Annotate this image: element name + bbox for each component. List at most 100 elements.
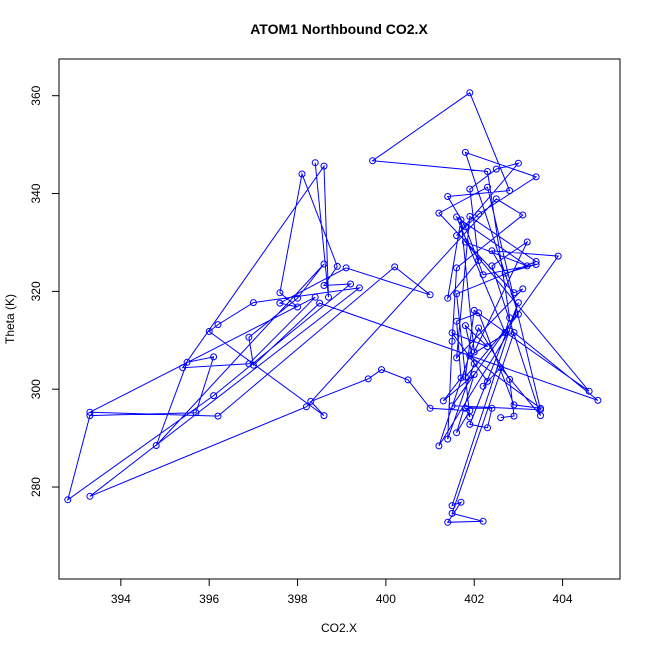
data-point: [439, 397, 447, 405]
y-tick-label: 360: [29, 85, 43, 105]
data-point: [488, 262, 496, 270]
chart-title: ATOM1 Northbound CO2.X: [250, 21, 428, 37]
data-point: [514, 310, 522, 318]
data-point: [369, 157, 377, 165]
data-point: [506, 314, 514, 322]
data-point: [249, 361, 257, 369]
data-point: [214, 321, 222, 329]
data-point: [298, 170, 306, 178]
data-point: [475, 210, 483, 218]
data-point: [205, 328, 213, 335]
data-point: [492, 195, 500, 203]
data-point: [506, 187, 514, 195]
data-point: [183, 358, 191, 366]
data-point: [355, 284, 363, 292]
data-point: [461, 322, 469, 330]
data-point: [444, 193, 452, 200]
data-point: [484, 343, 491, 351]
x-tick-label: 404: [553, 592, 573, 606]
data-point: [457, 374, 465, 382]
data-point: [470, 306, 478, 314]
data-point: [585, 387, 593, 395]
data-point: [484, 183, 491, 191]
data-point: [523, 262, 531, 270]
data-point: [514, 299, 522, 307]
data-point: [453, 213, 461, 221]
data-point: [453, 264, 461, 272]
data-point: [470, 360, 478, 368]
data-point: [325, 293, 332, 301]
data-point: [378, 366, 385, 374]
data-point: [457, 498, 465, 506]
data-point: [470, 348, 478, 356]
data-point: [453, 290, 461, 298]
data-point: [461, 148, 469, 156]
data-point: [519, 211, 527, 219]
data-point: [532, 258, 540, 265]
data-point: [506, 327, 514, 335]
data-point: [249, 299, 257, 307]
data-point: [532, 173, 540, 181]
data-point: [523, 238, 531, 246]
data-point: [510, 401, 518, 409]
data-point: [479, 382, 487, 390]
data-point: [537, 406, 544, 414]
data-point: [435, 442, 443, 450]
data-point: [479, 517, 487, 525]
series-co2: [64, 89, 602, 526]
data-point: [448, 329, 456, 337]
data-point: [466, 89, 474, 97]
data-point: [435, 209, 443, 217]
y-axis: 280 300 320 340 360: [29, 85, 59, 497]
data-point: [276, 289, 284, 297]
data-point: [594, 396, 602, 404]
data-point: [444, 435, 452, 443]
data-point: [210, 392, 218, 400]
data-point: [391, 263, 399, 271]
data-point: [448, 502, 456, 510]
data-point: [342, 264, 350, 272]
data-point: [86, 408, 94, 416]
data-point: [475, 257, 483, 264]
y-tick-label: 320: [29, 281, 43, 301]
data-point: [302, 403, 310, 411]
data-point: [453, 317, 461, 325]
data-point: [179, 364, 187, 372]
data-point: [501, 329, 509, 336]
data-point: [311, 159, 319, 167]
data-point: [453, 232, 461, 240]
data-point: [86, 492, 94, 500]
data-point: [506, 375, 514, 383]
data-point: [510, 329, 518, 336]
data-point: [64, 496, 72, 504]
data-point: [484, 377, 491, 385]
data-point: [364, 375, 372, 383]
data-point: [501, 269, 509, 277]
data-point: [488, 404, 496, 412]
data-point: [497, 414, 505, 422]
data-point: [320, 412, 328, 420]
x-axis-label: CO2.X: [321, 621, 357, 635]
y-tick-label: 340: [29, 183, 43, 203]
data-point: [448, 337, 456, 345]
data-point: [294, 294, 301, 302]
data-point: [311, 293, 319, 301]
data-point: [245, 360, 253, 368]
data-point: [466, 213, 474, 220]
data-point: [479, 271, 487, 279]
x-tick-label: 396: [199, 592, 219, 606]
data-point: [453, 429, 461, 437]
data-point: [448, 402, 456, 410]
plot-frame: [58, 58, 621, 580]
data-point: [461, 238, 469, 246]
data-point: [320, 282, 328, 289]
data-point: [461, 404, 469, 412]
data-point: [426, 291, 434, 299]
data-point: [453, 354, 461, 362]
data-point: [514, 159, 522, 167]
y-axis-label: Theta (K): [3, 294, 17, 344]
data-point: [466, 413, 474, 421]
x-tick-label: 402: [464, 592, 484, 606]
data-point: [466, 420, 474, 428]
data-point: [210, 353, 218, 361]
